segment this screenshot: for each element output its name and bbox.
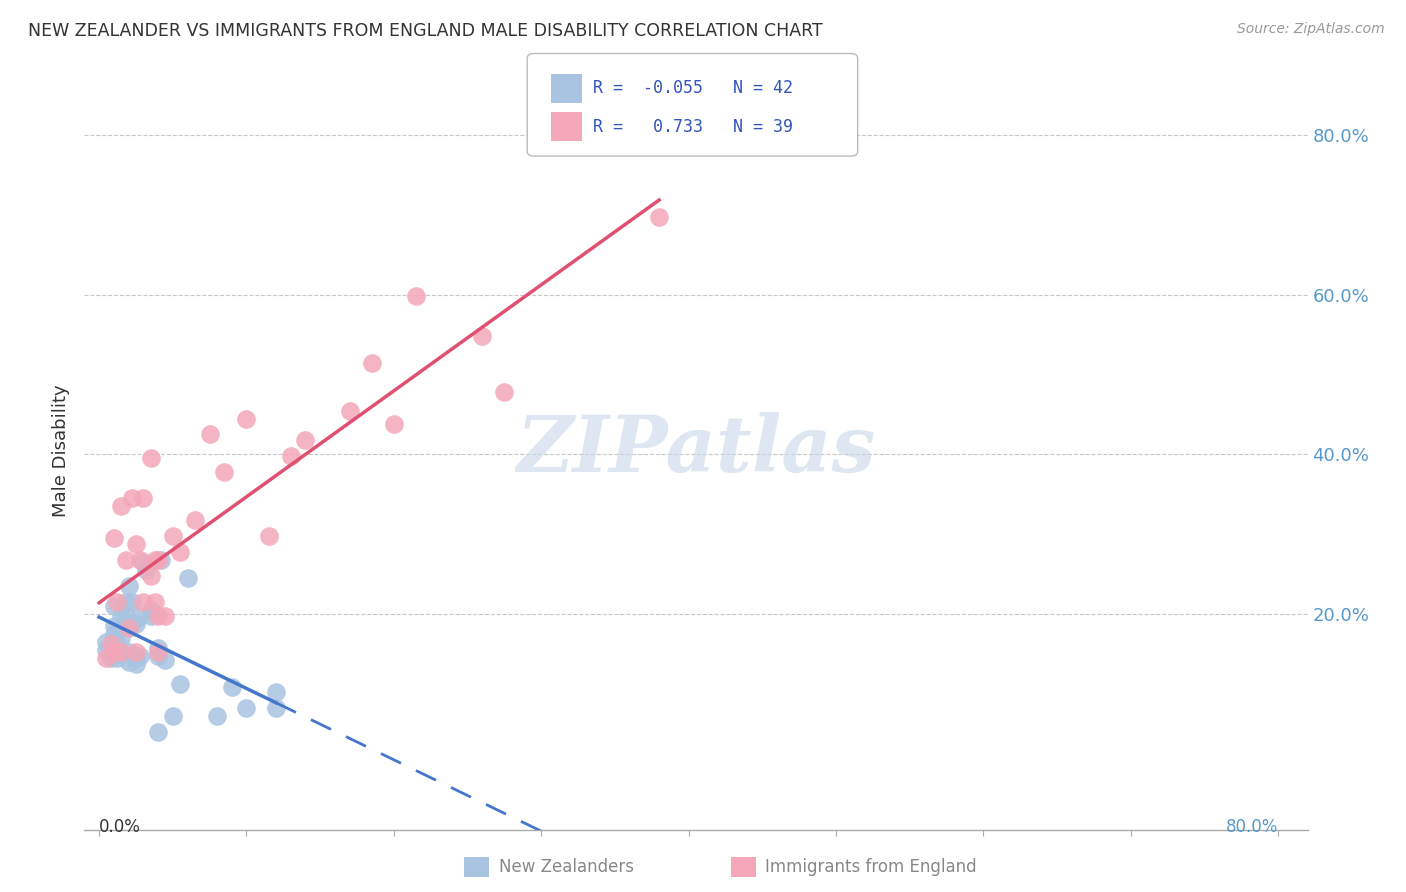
Point	[139, 603, 162, 617]
Point	[139, 451, 162, 466]
Point	[257, 529, 280, 543]
Point	[162, 529, 184, 543]
Point	[125, 651, 148, 665]
Point	[146, 608, 169, 623]
Point	[221, 681, 243, 695]
Point	[125, 616, 148, 631]
Point	[121, 616, 143, 631]
Text: R =   0.733   N = 39: R = 0.733 N = 39	[593, 118, 793, 136]
Point	[146, 553, 169, 567]
Text: 80.0%: 80.0%	[1226, 818, 1278, 836]
Point	[105, 637, 128, 651]
Point	[114, 553, 136, 567]
Point	[162, 709, 184, 723]
Point	[135, 563, 157, 577]
Point	[169, 545, 191, 559]
Point	[146, 725, 169, 739]
Point	[103, 645, 125, 659]
Point	[198, 427, 221, 442]
Point	[139, 608, 162, 623]
Point	[150, 553, 173, 567]
Point	[132, 595, 155, 609]
Point	[143, 553, 166, 567]
Point	[117, 645, 139, 659]
Point	[143, 595, 166, 609]
Point	[110, 645, 132, 659]
Point	[139, 568, 162, 582]
Text: R =  -0.055   N = 42: R = -0.055 N = 42	[593, 79, 793, 97]
Point	[117, 622, 139, 636]
Point	[105, 595, 128, 609]
Point	[235, 411, 257, 425]
Point	[648, 210, 671, 224]
Point	[264, 701, 287, 715]
Point	[132, 491, 155, 506]
Point	[129, 608, 152, 623]
Point	[105, 651, 128, 665]
Point	[184, 513, 207, 527]
Point	[100, 637, 122, 651]
Point	[146, 648, 169, 663]
Point	[125, 537, 148, 551]
Point	[155, 608, 177, 623]
Point	[110, 622, 132, 636]
Point	[110, 608, 132, 623]
Point	[121, 491, 143, 506]
Point	[129, 648, 152, 663]
Point	[264, 685, 287, 699]
Point	[96, 635, 118, 649]
Point	[121, 595, 143, 609]
Point	[146, 640, 169, 655]
Text: Source: ZipAtlas.com: Source: ZipAtlas.com	[1237, 22, 1385, 37]
Point	[280, 449, 302, 463]
Point	[214, 465, 236, 479]
Point	[382, 417, 405, 431]
Point	[339, 403, 361, 417]
Point	[114, 595, 136, 609]
Point	[114, 608, 136, 623]
Point	[155, 653, 177, 667]
Point	[129, 553, 152, 567]
Text: ZIPatlas: ZIPatlas	[516, 412, 876, 489]
Point	[146, 645, 169, 659]
Point	[235, 701, 257, 715]
Point	[110, 500, 132, 514]
Point	[96, 643, 118, 657]
Point	[360, 356, 382, 370]
Point	[96, 651, 118, 665]
Point	[205, 709, 228, 723]
Text: Immigrants from England: Immigrants from England	[765, 858, 977, 876]
Point	[103, 619, 125, 633]
Point	[103, 599, 125, 613]
Point	[117, 655, 139, 669]
Point	[103, 627, 125, 641]
Point	[471, 329, 494, 343]
Text: 0.0%: 0.0%	[98, 818, 141, 836]
Point	[110, 631, 132, 645]
Point	[294, 433, 316, 447]
Point	[103, 531, 125, 545]
Point	[176, 571, 198, 585]
Point	[125, 657, 148, 671]
Point	[100, 651, 122, 665]
Y-axis label: Male Disability: Male Disability	[52, 384, 70, 516]
Point	[105, 643, 128, 657]
Point	[114, 616, 136, 631]
Point	[494, 385, 516, 400]
Text: New Zealanders: New Zealanders	[499, 858, 634, 876]
Point	[169, 677, 191, 691]
Point	[132, 555, 155, 569]
Point	[117, 579, 139, 593]
Point	[405, 289, 427, 303]
Point	[125, 645, 148, 659]
Text: NEW ZEALANDER VS IMMIGRANTS FROM ENGLAND MALE DISABILITY CORRELATION CHART: NEW ZEALANDER VS IMMIGRANTS FROM ENGLAND…	[28, 22, 823, 40]
